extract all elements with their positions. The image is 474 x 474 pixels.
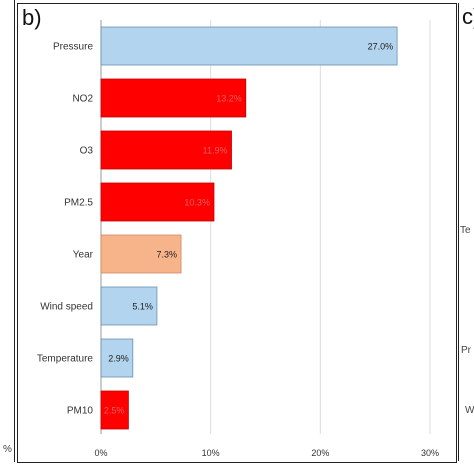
bar-0	[100, 26, 398, 66]
data-label-3: 10.3%	[184, 198, 210, 208]
category-label-5: Wind speed	[40, 302, 93, 313]
bar-7	[100, 390, 129, 430]
x-tick-label-3: 30%	[421, 448, 439, 458]
x-tick-label-2: 20%	[311, 448, 329, 458]
data-label-2: 11.9%	[203, 146, 228, 156]
x-tick-label-1: 10%	[202, 448, 220, 458]
category-label-2: O3	[80, 146, 94, 157]
data-label-7: 2.5%	[104, 406, 125, 416]
left-panel-strip: %	[0, 0, 15, 462]
data-label-5: 5.1%	[132, 302, 153, 312]
bar-6	[100, 338, 134, 378]
data-label-0: 27.0%	[368, 42, 394, 52]
category-label-7: PM10	[67, 406, 94, 417]
data-label-6: 2.9%	[108, 354, 129, 364]
bar-4	[100, 234, 182, 274]
right-panel-strip: c) Te Pr W	[458, 3, 474, 461]
panel-label-c: c)	[462, 4, 474, 29]
data-label-4: 7.3%	[157, 250, 178, 260]
category-label-0: Pressure	[53, 42, 93, 53]
bar-5	[100, 286, 158, 326]
right-panel-fragment-w: W	[465, 405, 474, 416]
panel-label-b: b)	[22, 5, 42, 30]
x-tick-label-0: 0%	[94, 448, 107, 458]
category-label-1: NO2	[72, 94, 93, 105]
left-panel-fragment: %	[3, 444, 12, 455]
bar-3	[100, 182, 215, 222]
category-label-4: Year	[73, 250, 94, 261]
right-panel-fragment-te: Te	[460, 225, 471, 236]
data-label-1: 13.2%	[216, 94, 242, 104]
category-label-6: Temperature	[37, 354, 94, 365]
bar-1	[100, 78, 247, 118]
right-panel-fragment-pr: Pr	[461, 345, 471, 356]
bar-2	[100, 130, 232, 170]
category-label-3: PM2.5	[64, 198, 93, 209]
